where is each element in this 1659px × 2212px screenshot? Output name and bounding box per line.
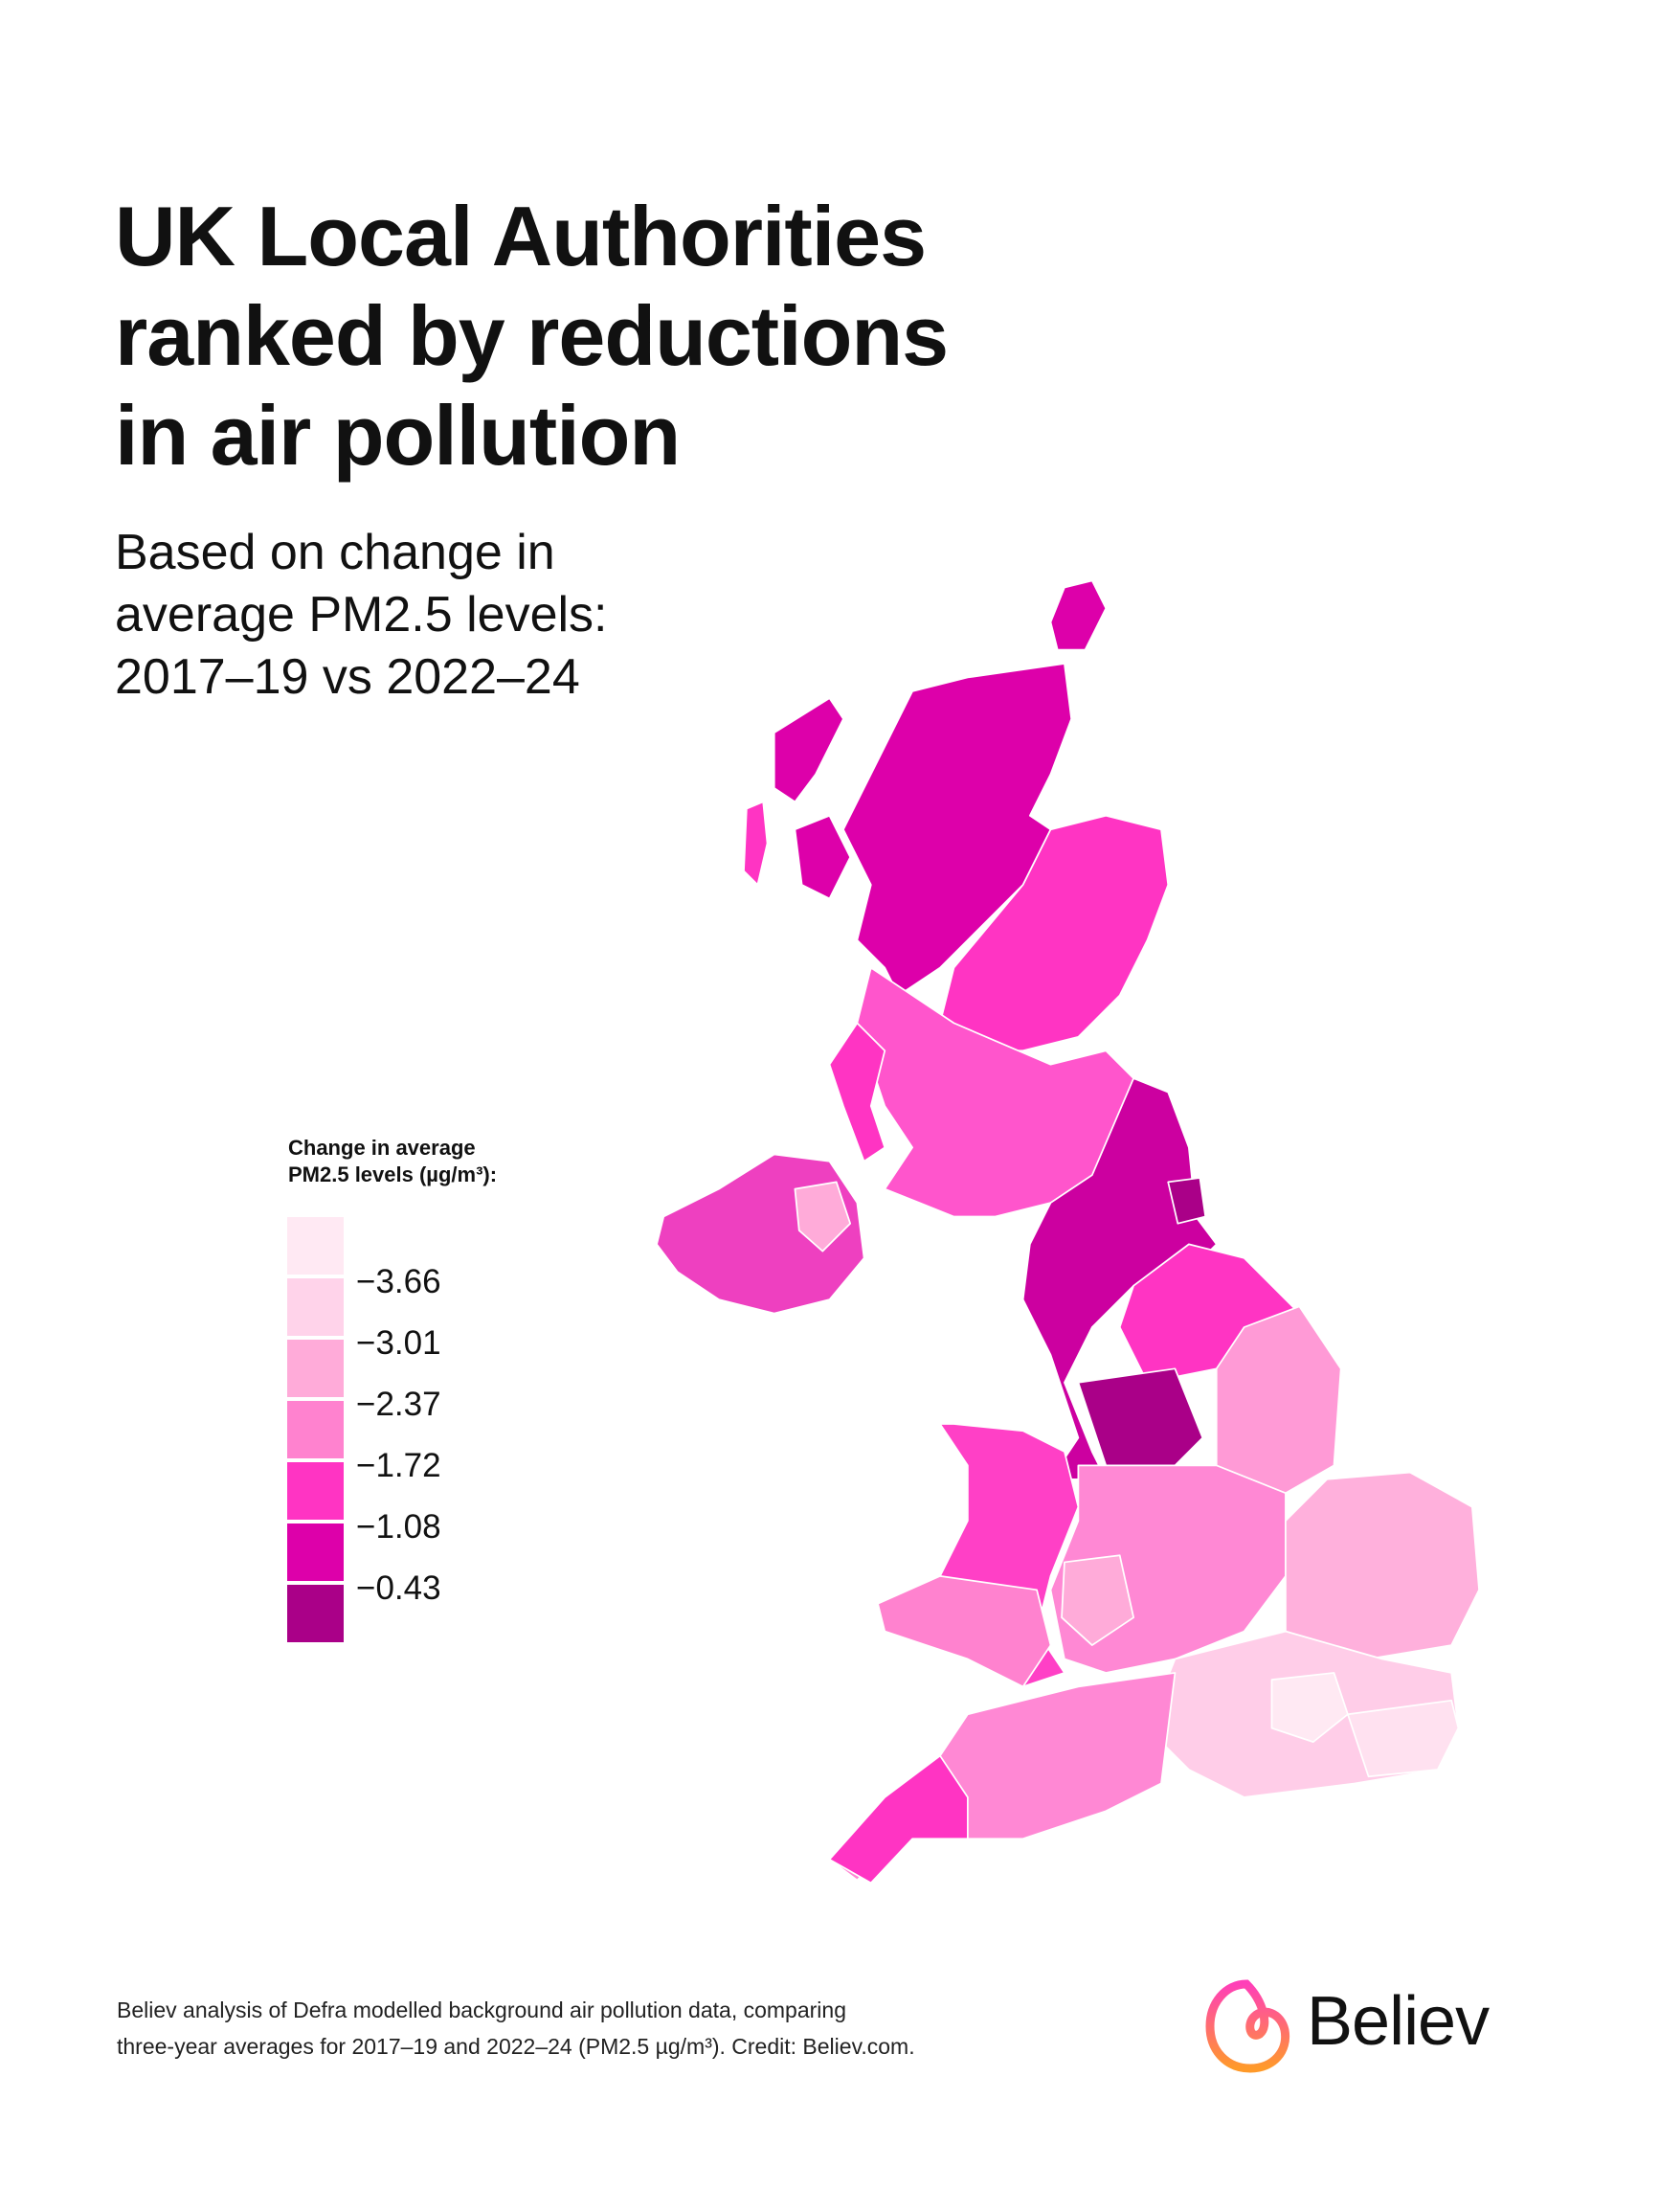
logo-wordmark: Believ [1307,1983,1490,2060]
legend-threshold-label: −1.72 [356,1447,441,1484]
legend-threshold-label: −1.08 [356,1508,441,1546]
region-east-anglia [1285,1471,1480,1660]
region-skye [794,814,852,900]
region-cornwall-devon [828,1754,969,1885]
footer-line: Believ analysis of Defra modelled backgr… [117,1998,846,2022]
region-shetland [1049,579,1108,651]
title-line: in air pollution [115,388,681,483]
legend-swatch [287,1462,344,1520]
region-tyneside [1167,1177,1207,1225]
legend-threshold-label: −3.01 [356,1324,441,1362]
legend-swatch [287,1524,344,1581]
legend-threshold-label: −2.37 [356,1386,441,1423]
footer-line: three-year averages for 2017–19 and 2022… [117,2034,915,2059]
legend-swatch [287,1217,344,1275]
legend-swatch [287,1340,344,1397]
footer-credit: Believ analysis of Defra modelled backgr… [117,1992,915,2065]
believ-logo-icon [1205,1979,1290,2073]
subtitle-line: average PM2.5 levels: [115,587,608,643]
region-south-wales [877,1575,1052,1688]
region-london [1270,1672,1349,1743]
region-manchester [1077,1367,1204,1480]
legend-title: Change in average PM2.5 levels (µg/m³): [288,1135,497,1188]
legend-threshold-label: −3.66 [356,1263,441,1300]
legend-swatch [287,1585,344,1642]
region-lincolnshire [1215,1305,1342,1495]
subtitle: Based on change in average PM2.5 levels:… [115,522,608,709]
legend-swatch [287,1278,344,1336]
region-herefordshire [1061,1554,1134,1646]
region-belfast [794,1181,852,1253]
region-southern-scotland [856,966,1149,1218]
title-line: ranked by reductions [115,288,949,383]
believ-logo: Believ [1197,1973,1513,2078]
title-line: UK Local Authorities [115,189,927,283]
subtitle-line: Based on change in [115,525,555,580]
legend-threshold-label: −0.43 [356,1569,441,1607]
region-hebrides [773,697,844,803]
region-highlands [842,663,1073,997]
subtitle-line: 2017–19 vs 2022–24 [115,649,580,705]
region-western-isles [743,801,769,886]
region-kent [1347,1699,1460,1778]
page-title: UK Local Authorities ranked by reduction… [115,187,949,485]
legend-title-line: Change in average [288,1136,476,1160]
legend-title-line: PM2.5 levels (µg/m³): [288,1162,498,1186]
legend-swatch [287,1401,344,1458]
region-argyll [828,1022,886,1162]
region-aberdeenshire [939,814,1170,1052]
